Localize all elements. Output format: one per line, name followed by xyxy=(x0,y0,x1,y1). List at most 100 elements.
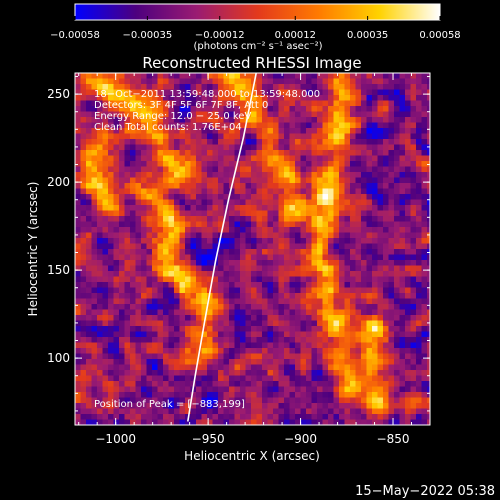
heatmap-cell xyxy=(135,73,142,80)
heatmap-cell xyxy=(361,397,368,404)
heatmap-cell xyxy=(289,243,296,250)
heatmap-cell xyxy=(372,337,379,344)
heatmap-cell xyxy=(97,227,104,234)
heatmap-cell xyxy=(75,309,82,316)
heatmap-cell xyxy=(267,216,274,223)
heatmap-cell xyxy=(251,188,258,195)
heatmap-cell xyxy=(383,128,390,135)
heatmap-cell xyxy=(388,419,395,425)
heatmap-cell xyxy=(245,370,252,377)
heatmap-cell xyxy=(102,183,109,190)
heatmap-cell xyxy=(196,144,203,151)
heatmap-cell xyxy=(86,375,93,382)
heatmap-cell xyxy=(284,133,291,140)
heatmap-cell xyxy=(317,232,324,239)
heatmap-cell xyxy=(168,287,175,294)
heatmap-cell xyxy=(80,348,87,355)
heatmap-cell xyxy=(119,210,126,217)
heatmap-cell xyxy=(427,199,430,206)
heatmap-cell xyxy=(306,128,313,135)
heatmap-cell xyxy=(97,403,104,410)
heatmap-cell xyxy=(97,337,104,344)
heatmap-cell xyxy=(361,408,368,415)
heatmap-cell xyxy=(152,161,159,168)
heatmap-cell xyxy=(306,265,313,272)
heatmap-cell xyxy=(372,397,379,404)
heatmap-cell xyxy=(399,419,406,425)
heatmap-cell xyxy=(300,271,307,278)
heatmap-cell xyxy=(119,287,126,294)
annotation-line: Detectors: 3F 4F 5F 6F 7F 8F, Att 0 xyxy=(94,100,268,111)
heatmap-cell xyxy=(355,122,362,129)
heatmap-cell xyxy=(229,309,236,316)
heatmap-cell xyxy=(416,216,423,223)
heatmap-cell xyxy=(168,106,175,113)
heatmap-cell xyxy=(212,337,219,344)
heatmap-cell xyxy=(344,210,351,217)
heatmap-cell xyxy=(190,199,197,206)
heatmap-cell xyxy=(355,89,362,96)
heatmap-cell xyxy=(262,194,269,201)
heatmap-cell xyxy=(278,392,285,399)
heatmap-cell xyxy=(91,392,98,399)
heatmap-cell xyxy=(179,172,186,179)
heatmap-cell xyxy=(405,210,412,217)
heatmap-cell xyxy=(240,419,247,425)
heatmap-cell xyxy=(75,320,82,327)
heatmap-cell xyxy=(212,331,219,338)
heatmap-cell xyxy=(273,183,280,190)
heatmap-cell xyxy=(141,370,148,377)
heatmap-cell xyxy=(163,348,170,355)
heatmap-cell xyxy=(416,150,423,157)
heatmap-cell xyxy=(339,221,346,228)
heatmap-cell xyxy=(102,177,109,184)
heatmap-cell xyxy=(311,155,318,162)
heatmap-cell xyxy=(333,188,340,195)
heatmap-cell xyxy=(141,353,148,360)
heatmap-cell xyxy=(75,260,82,267)
heatmap-cell xyxy=(361,353,368,360)
heatmap-cell xyxy=(152,183,159,190)
heatmap-cell xyxy=(196,155,203,162)
heatmap-cell xyxy=(124,287,131,294)
heatmap-cell xyxy=(372,348,379,355)
heatmap-cell xyxy=(185,397,192,404)
heatmap-cell xyxy=(289,276,296,283)
heatmap-cell xyxy=(366,254,373,261)
heatmap-cell xyxy=(421,128,428,135)
heatmap-cell xyxy=(168,183,175,190)
heatmap-cell xyxy=(229,100,236,107)
heatmap-cell xyxy=(273,210,280,217)
heatmap-cell xyxy=(130,419,137,425)
heatmap-cell xyxy=(207,320,214,327)
heatmap-cell xyxy=(141,359,148,366)
heatmap-cell xyxy=(146,177,153,184)
heatmap-cell xyxy=(135,419,142,425)
heatmap-cell xyxy=(383,238,390,245)
heatmap-cell xyxy=(196,381,203,388)
heatmap-cell xyxy=(262,298,269,305)
heatmap-cell xyxy=(146,150,153,157)
heatmap-cell xyxy=(146,73,153,80)
heatmap-cell xyxy=(383,419,390,425)
heatmap-cell xyxy=(97,106,104,113)
heatmap-cell xyxy=(295,287,302,294)
heatmap-cell xyxy=(201,205,208,212)
heatmap-cell xyxy=(267,117,274,124)
heatmap-cell xyxy=(311,199,318,206)
heatmap-cell xyxy=(311,414,318,421)
heatmap-cell xyxy=(410,392,417,399)
heatmap-cell xyxy=(179,205,186,212)
heatmap-cell xyxy=(245,139,252,146)
heatmap-cell xyxy=(157,199,164,206)
heatmap-cell xyxy=(190,177,197,184)
heatmap-cell xyxy=(372,150,379,157)
heatmap-cell xyxy=(399,133,406,140)
heatmap-cell xyxy=(410,128,417,135)
heatmap-cell xyxy=(135,348,142,355)
heatmap-cell xyxy=(289,84,296,91)
heatmap-cell xyxy=(174,238,181,245)
heatmap-cell xyxy=(75,249,82,256)
heatmap-cell xyxy=(196,111,203,118)
heatmap-cell xyxy=(113,172,120,179)
